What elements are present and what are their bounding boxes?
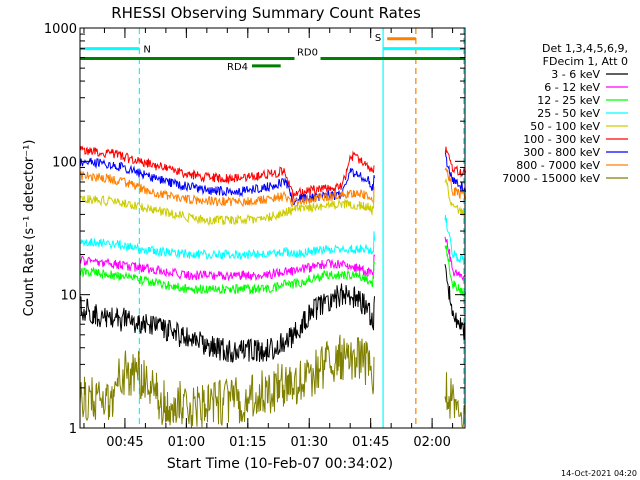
legend-entry-label: 7000 - 15000 keV: [502, 172, 600, 185]
series-line-1: [79, 151, 466, 206]
legend-entry-label: 3 - 6 keV: [551, 68, 600, 81]
legend: Det 1,3,4,5,6,9,FDecim 1, Att 03 - 6 keV…: [502, 42, 628, 185]
footer-timestamp: 14-Oct-2021 04:20: [561, 469, 637, 478]
series-line-2: [79, 166, 466, 208]
series-800-7000-kev: [79, 166, 466, 208]
x-tick-label: 02:00: [413, 435, 450, 450]
series-6-12-kev: [79, 236, 466, 282]
x-tick-label: 01:30: [291, 435, 328, 450]
series-25-50-kev: [79, 215, 466, 266]
legend-entry-label: 6 - 12 keV: [544, 81, 600, 94]
y-tick-label: 100: [52, 155, 77, 170]
state-bar-label-2: RD0: [297, 48, 318, 59]
legend-entry-label: 25 - 50 keV: [537, 107, 600, 120]
chart-title: RHESSI Observing Summary Count Rates: [111, 4, 421, 22]
state-bar-label-0: N: [143, 45, 150, 56]
series-100-300-kev: [79, 145, 466, 200]
y-tick-label: 1: [69, 422, 77, 437]
legend-entry-label: 300 - 800 keV: [523, 146, 600, 159]
state-bar-label-4: S: [375, 33, 381, 44]
legend-header-line: Det 1,3,4,5,6,9,: [542, 42, 628, 55]
x-tick-label: 00:45: [106, 435, 143, 450]
series-3-6-kev: [79, 264, 466, 363]
x-axis-label: Start Time (10-Feb-07 00:34:02): [167, 456, 393, 472]
state-bar-label-gap: [294, 56, 321, 61]
series-line-0: [79, 145, 466, 200]
series-line-7: [79, 264, 466, 363]
x-tick-label: 01:45: [352, 435, 389, 450]
series-layer: [79, 145, 466, 429]
legend-entry-label: 800 - 7000 keV: [516, 159, 600, 172]
legend-entry-label: 50 - 100 keV: [530, 120, 600, 133]
x-tick-label: 01:15: [229, 435, 266, 450]
state-bar-label-3: RD4: [227, 62, 248, 73]
legend-entry-label: 100 - 300 keV: [523, 133, 600, 146]
y-axis-label: Count Rate (s⁻¹ detector⁻¹): [22, 140, 37, 317]
y-tick-label: 1000: [44, 22, 77, 37]
series-300-800-kev: [79, 151, 466, 206]
x-tick-label: 01:00: [168, 435, 205, 450]
series-line-5: [79, 236, 466, 282]
state-bars: N RD0 RD4 S: [80, 33, 465, 73]
series-line-3: [79, 177, 466, 227]
y-tick-label: 10: [60, 289, 77, 304]
plot-frame: [79, 27, 466, 429]
legend-header-line: FDecim 1, Att 0: [543, 55, 628, 68]
axes: 1 10 100 1000 00:45 01:00 01:15 01:30 01:45 02:00: [44, 22, 466, 450]
legend-entry-label: 12 - 25 keV: [537, 94, 600, 107]
series-50-100-kev: [79, 177, 466, 227]
series-line-8: [79, 334, 466, 429]
series-7000-15000-kev: [79, 334, 466, 429]
series-line-4: [79, 215, 466, 266]
